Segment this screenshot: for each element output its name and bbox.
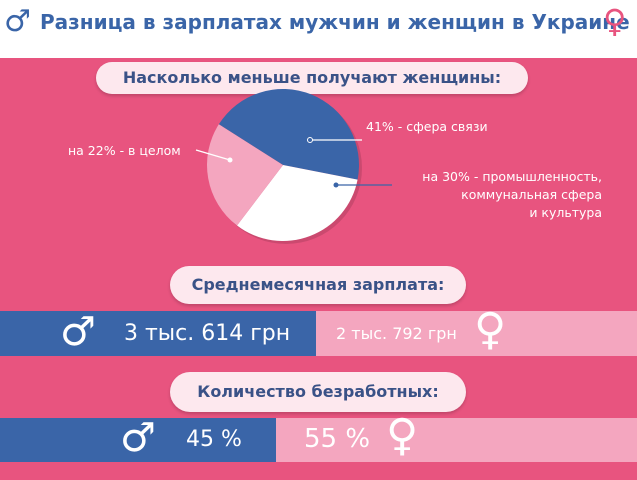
salary-female-value: 2 тыс. 792 грн: [336, 324, 457, 343]
unemployment-female-icon: ♀: [386, 410, 419, 461]
pie-slice-0: [218, 88, 360, 180]
salary-female-icon: ♀: [474, 304, 507, 355]
leader-dot-industry: [333, 182, 339, 188]
page-title: Разница в зарплатах мужчин и женщин в Ук…: [40, 10, 630, 34]
label-industry-line3: и культура: [529, 205, 602, 220]
leader-dot-overall: [227, 157, 233, 163]
unemployment-female-value: 55 %: [304, 424, 371, 454]
unemployment-male-value: 45 %: [186, 427, 242, 452]
unemployment-female-bar: [276, 418, 637, 462]
salary-male-value: 3 тыс. 614 грн: [124, 321, 291, 346]
salary-heading: Среднемесячная зарплата:: [170, 266, 466, 304]
label-communications: 41% - сфера связи: [366, 119, 488, 134]
label-industry-line1: на 30% - промышленность,: [422, 169, 602, 184]
salary-male-bar: [0, 311, 316, 356]
label-overall: на 22% - в целом: [68, 143, 181, 158]
header-bar: [0, 0, 637, 58]
unemployment-male-bar: [0, 418, 276, 462]
pie-slice-2: [207, 124, 283, 226]
leader-dot-communications: [307, 137, 313, 143]
female-sign-icon: ♀: [603, 2, 627, 40]
male-sign-icon: ♂: [4, 4, 31, 39]
pie-heading: Насколько меньше получают женщины:: [96, 62, 528, 94]
salary-male-icon: ♂: [60, 309, 96, 355]
leader-line-overall: [195, 149, 231, 161]
label-industry: на 30% - промышленность, коммунальная сф…: [368, 168, 602, 222]
pie-slice-1: [237, 165, 358, 241]
label-industry-line2: коммунальная сфера: [461, 187, 602, 202]
unemployment-heading: Количество безработных:: [170, 372, 466, 412]
unemployment-male-icon: ♂: [120, 415, 156, 461]
salary-female-bar: [316, 311, 637, 356]
